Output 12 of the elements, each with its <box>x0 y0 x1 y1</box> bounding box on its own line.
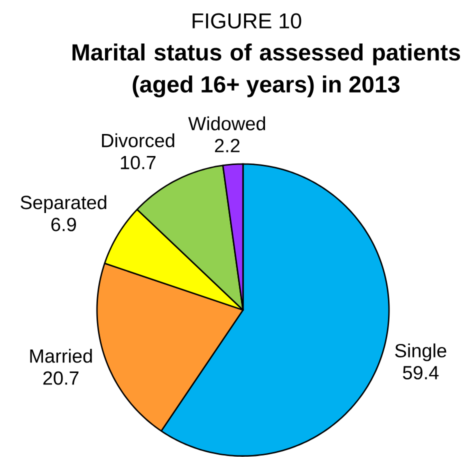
data-label: 10.7 <box>120 156 156 170</box>
chart-title: Marital status of assessed patients (aged 16+ years) in 2013 <box>72 43 460 98</box>
data-label: 6.9 <box>51 218 76 232</box>
data-label: 20.7 <box>43 371 78 385</box>
data-label: 2.2 <box>214 138 240 152</box>
caption: FIGURE 10 <box>192 13 302 28</box>
slice-label: Divorced <box>102 133 174 148</box>
slice-label: Separated <box>20 195 106 213</box>
data-label: 59.4 <box>402 366 439 380</box>
slice-label: Widowed <box>188 116 266 130</box>
slice-label: Married <box>30 348 92 363</box>
slice-label: Single <box>395 343 446 362</box>
